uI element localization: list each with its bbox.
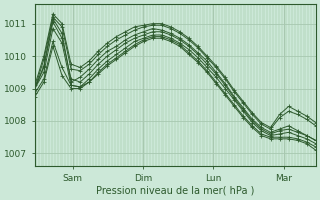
X-axis label: Pression niveau de la mer( hPa ): Pression niveau de la mer( hPa ) — [96, 186, 254, 196]
